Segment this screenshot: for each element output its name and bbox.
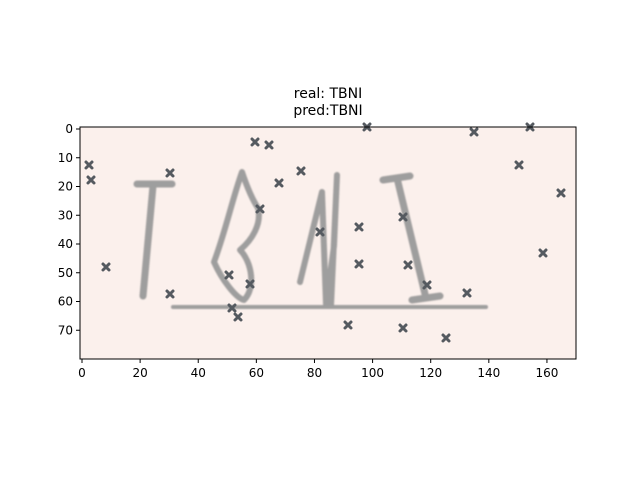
y-tick-label: 20 — [58, 180, 73, 194]
noise-mark — [84, 160, 94, 170]
x-tick-label: 120 — [419, 366, 442, 380]
noise-mark — [469, 127, 479, 137]
noise-mark — [538, 248, 548, 258]
glyph-I — [379, 172, 444, 304]
y-tick-label: 40 — [58, 237, 73, 251]
x-tick-label: 100 — [361, 366, 384, 380]
captcha-image-background — [80, 127, 576, 359]
x-tick-label: 60 — [249, 366, 264, 380]
noise-mark — [556, 188, 566, 198]
y-tick-label: 50 — [58, 266, 73, 280]
noise-mark — [101, 262, 111, 272]
noise-mark — [165, 168, 175, 178]
x-tick-label: 0 — [78, 366, 86, 380]
x-tick-label: 140 — [477, 366, 500, 380]
noise-mark — [403, 260, 413, 270]
noise-mark — [343, 320, 353, 330]
figure-title-pred: pred:TBNI — [293, 103, 363, 119]
noise-mark — [165, 289, 175, 299]
noise-mark — [398, 323, 408, 333]
noise-mark — [86, 175, 96, 185]
y-tick-label: 30 — [58, 208, 73, 222]
noise-mark — [250, 137, 260, 147]
noise-mark — [354, 222, 364, 232]
noise-mark — [224, 270, 234, 280]
x-tick-label: 160 — [535, 366, 558, 380]
noise-mark — [441, 333, 451, 343]
figure-title-real: real: TBNI — [293, 86, 363, 102]
noise-mark — [296, 166, 306, 176]
noise-mark — [422, 280, 432, 290]
noise-mark — [264, 140, 274, 150]
glyph-N — [297, 172, 340, 309]
y-tick-label: 0 — [65, 122, 73, 136]
noise-mark — [315, 227, 325, 237]
glyph-T — [133, 180, 176, 300]
noise-mark — [245, 279, 255, 289]
y-tick-label: 70 — [58, 323, 73, 337]
noise-mark — [233, 312, 243, 322]
noise-mark — [398, 212, 408, 222]
x-axis: 0 20 40 60 80 100 120 140 160 — [78, 359, 558, 380]
noise-mark — [255, 204, 265, 214]
noise-mark — [227, 303, 237, 313]
noise-mark — [514, 160, 524, 170]
noise-marks — [84, 122, 566, 343]
noise-mark — [354, 259, 364, 269]
noise-mark — [462, 288, 472, 298]
y-tick-label: 10 — [58, 151, 73, 165]
x-tick-label: 40 — [191, 366, 206, 380]
y-tick-label: 60 — [58, 295, 73, 309]
x-tick-label: 20 — [132, 366, 147, 380]
y-axis: 0 10 20 30 40 50 60 70 — [58, 122, 80, 337]
x-tick-label: 80 — [307, 366, 322, 380]
noise-mark — [274, 178, 284, 188]
axes-frame — [79, 126, 577, 360]
